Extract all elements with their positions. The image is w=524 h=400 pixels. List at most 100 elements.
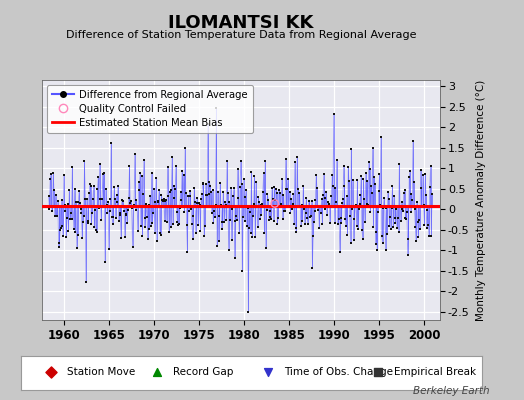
Point	[100, 170, 108, 176]
Point	[249, 212, 257, 219]
Point	[56, 227, 64, 234]
Point	[227, 237, 236, 243]
Point	[336, 248, 344, 255]
Point	[408, 196, 417, 203]
Point	[275, 187, 283, 194]
Point	[425, 184, 434, 190]
Point	[226, 217, 234, 224]
Point	[51, 192, 60, 198]
Point	[344, 164, 353, 170]
Point	[80, 158, 89, 164]
Point	[249, 200, 258, 207]
Point	[365, 166, 374, 172]
Point	[296, 204, 304, 210]
Point	[255, 199, 263, 205]
Point	[307, 213, 315, 220]
Point	[256, 202, 265, 208]
Point	[361, 219, 369, 226]
Point	[71, 229, 80, 236]
Point	[148, 220, 157, 226]
Point	[329, 183, 337, 189]
Point	[323, 212, 331, 218]
Point	[250, 172, 259, 179]
Point	[246, 230, 255, 236]
Point	[348, 177, 357, 183]
Point	[160, 196, 168, 202]
Point	[293, 154, 301, 160]
Point	[204, 121, 212, 127]
Point	[108, 214, 116, 221]
Point	[225, 199, 234, 206]
Point	[202, 192, 211, 198]
Point	[115, 218, 123, 224]
Point	[357, 173, 365, 179]
Point	[53, 198, 62, 204]
Point	[288, 206, 296, 212]
Point	[352, 202, 360, 208]
Point	[301, 221, 309, 227]
Point	[170, 194, 179, 201]
Point	[281, 208, 289, 214]
Point	[202, 181, 210, 188]
Point	[166, 189, 174, 196]
Point	[382, 205, 390, 212]
Point	[127, 205, 136, 211]
Point	[413, 219, 422, 226]
Point	[50, 187, 58, 193]
Point	[318, 196, 326, 203]
Point	[139, 191, 147, 197]
Point	[169, 183, 178, 189]
Point	[404, 236, 412, 242]
Point	[129, 204, 137, 210]
Point	[403, 252, 412, 259]
Point	[161, 198, 169, 205]
Point	[343, 193, 351, 199]
Point	[248, 234, 256, 240]
Point	[83, 220, 92, 226]
Point	[385, 195, 393, 202]
Point	[360, 196, 368, 202]
Point	[313, 185, 321, 191]
Point	[182, 190, 190, 196]
Point	[311, 208, 319, 214]
Point	[189, 213, 198, 219]
Point	[101, 259, 110, 266]
Point	[377, 134, 385, 140]
Point	[90, 224, 99, 230]
Point	[277, 201, 286, 207]
Point	[265, 216, 273, 223]
Point	[187, 206, 195, 213]
Point	[208, 210, 216, 216]
Point	[267, 216, 276, 222]
Point	[355, 206, 363, 212]
Point	[184, 193, 192, 199]
Point	[206, 183, 214, 189]
Point	[410, 206, 419, 212]
Point	[400, 187, 409, 193]
Point	[387, 204, 396, 211]
Point	[62, 234, 70, 240]
Point	[425, 233, 433, 239]
Point	[380, 195, 388, 201]
Point	[427, 162, 435, 169]
Point	[209, 220, 217, 226]
Point	[420, 202, 428, 208]
Point	[362, 201, 370, 207]
Point	[367, 182, 375, 189]
Point	[325, 201, 333, 208]
Text: Record Gap: Record Gap	[173, 367, 234, 377]
Point	[301, 210, 310, 216]
Point	[233, 217, 241, 224]
Point	[152, 238, 161, 244]
Point	[428, 191, 436, 198]
Point	[237, 181, 246, 188]
Point	[398, 206, 407, 212]
Point	[278, 176, 286, 182]
Point	[370, 174, 378, 180]
Point	[239, 176, 248, 182]
Point	[119, 203, 127, 210]
Point	[319, 192, 328, 198]
Point	[298, 218, 307, 224]
Point	[260, 230, 269, 236]
Point	[397, 198, 406, 205]
